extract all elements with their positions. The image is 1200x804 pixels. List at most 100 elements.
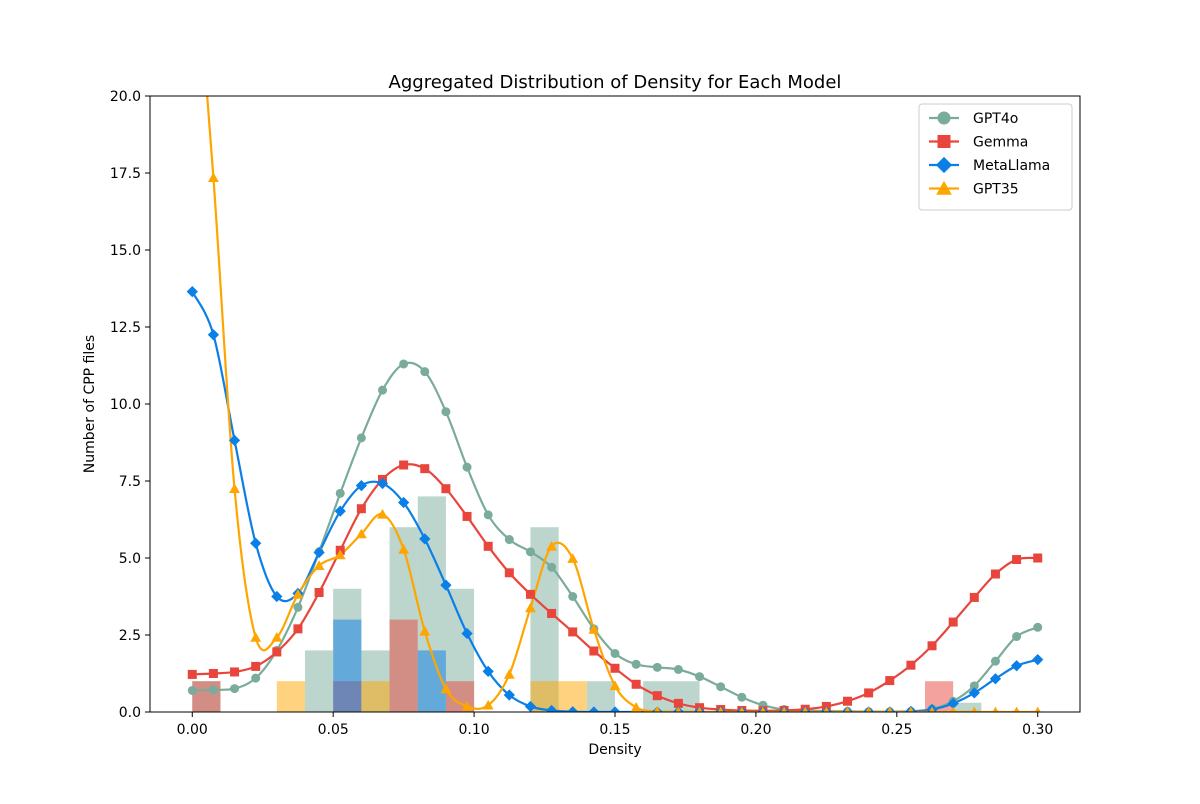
kde-point-gemma	[1012, 555, 1022, 565]
kde-point-gpt35	[334, 549, 346, 560]
kde-point-gemma	[927, 641, 937, 651]
kde-point-gpt35	[482, 699, 494, 710]
kde-point-gemma	[208, 669, 218, 678]
x-tick-label: 0.15	[599, 722, 630, 738]
y-axis-ticks: 0.0 2.5 5.0 7.5 10.0 12.5 15.0 17.5 20.0	[110, 89, 150, 721]
hist-bar-gpt4o	[305, 650, 334, 712]
kde-point-gemma	[462, 511, 472, 521]
kde-point-gpt35	[907, 706, 914, 712]
kde-point-gpt35	[675, 706, 682, 712]
kde-point-gemma	[356, 504, 366, 514]
hist-bar-gpt4o	[953, 702, 982, 712]
kde-point-gpt35	[229, 483, 240, 494]
kde-point-gpt35	[292, 588, 304, 599]
kde-point-gpt35	[419, 625, 431, 636]
x-axis-label: Density	[588, 742, 641, 758]
kde-point-gpt35	[208, 172, 219, 182]
kde-point-gpt4o	[610, 648, 620, 658]
kde-point-gemma	[568, 627, 578, 637]
x-tick-label: 0.20	[740, 722, 771, 738]
x-tick-label: 0.25	[881, 722, 912, 738]
kde-point-gpt35	[802, 706, 809, 712]
y-tick-label: 5.0	[119, 551, 141, 567]
kde-point-gpt4o	[716, 682, 726, 692]
kde-point-gemma	[610, 663, 620, 673]
kde-point-gemma	[885, 676, 895, 686]
kde-point-gpt35	[844, 706, 851, 712]
legend-item-gpt35: GPT35	[929, 180, 1019, 198]
kde-point-metallama	[609, 706, 621, 712]
kde-point-gemma	[187, 669, 197, 679]
kde-point-gpt35	[546, 540, 557, 551]
kde-point-metallama	[440, 579, 452, 591]
kde-point-gpt35	[440, 683, 452, 694]
kde-point-gemma	[399, 460, 409, 470]
kde-point-gpt35	[992, 706, 999, 712]
kde-point-gpt4o	[208, 685, 218, 695]
kde-point-gpt4o	[335, 488, 345, 498]
kde-point-gpt35	[653, 705, 661, 712]
kde-point-metallama	[398, 496, 410, 509]
kde-point-metallama	[419, 533, 431, 545]
kde-point-gpt4o	[695, 672, 705, 682]
kde-point-metallama	[1032, 654, 1044, 666]
kde-point-metallama	[947, 697, 959, 710]
kde-point-metallama	[334, 505, 346, 517]
kde-point-gpt4o	[230, 684, 240, 694]
y-tick-label: 17.5	[110, 166, 141, 182]
y-tick-label: 20.0	[110, 89, 141, 105]
legend: GPT4o Gemma MetaLlama GPT35	[918, 103, 1073, 211]
y-tick-label: 15.0	[110, 243, 141, 259]
kde-point-gpt35	[929, 706, 936, 712]
x-tick-label: 0.00	[177, 722, 208, 738]
kde-point-gemma	[314, 587, 324, 597]
kde-point-gpt35	[377, 508, 388, 519]
kde-point-gpt35	[588, 624, 600, 634]
kde-point-gpt4o	[251, 673, 261, 683]
x-tick-label: 0.30	[1022, 722, 1053, 738]
kde-point-gemma	[251, 661, 261, 671]
kde-line-gpt35	[206, 96, 1038, 712]
kde-point-gpt4o	[525, 547, 535, 557]
kde-point-gemma	[504, 568, 514, 578]
y-tick-label: 12.5	[110, 320, 141, 336]
kde-point-gpt4o	[652, 662, 662, 672]
kde-point-gpt4o	[462, 462, 472, 472]
legend-item-metallama: MetaLlama	[929, 156, 1050, 174]
kde-point-gemma	[441, 484, 451, 494]
kde-point-metallama	[567, 706, 579, 712]
kde-point-gemma	[293, 624, 303, 634]
kde-point-gemma	[864, 688, 874, 698]
kde-point-metallama	[207, 329, 220, 341]
kde-point-gpt4o	[568, 592, 578, 601]
legend-label: MetaLlama	[973, 158, 1050, 174]
kde-point-gemma	[843, 696, 852, 706]
histogram-layer	[192, 496, 982, 712]
kde-point-gpt4o	[990, 656, 1000, 666]
kde-point-gpt4o	[420, 367, 430, 377]
kde-point-gpt35	[950, 706, 957, 712]
kde-point-gpt35	[759, 706, 766, 712]
kde-point-gpt4o	[483, 510, 493, 520]
kde-point-gpt35	[971, 706, 978, 712]
kde-point-metallama	[588, 706, 600, 712]
hist-bar-metallama	[333, 619, 362, 712]
kde-point-gpt35	[461, 701, 473, 711]
kde-point-gemma	[420, 464, 430, 474]
kde-point-metallama	[503, 689, 515, 701]
kde-point-gpt35	[525, 602, 536, 613]
kde-point-metallama	[968, 687, 980, 699]
kde-point-gpt35	[1013, 706, 1020, 712]
kde-point-gpt35	[823, 706, 830, 712]
kde-point-gpt4o	[504, 535, 514, 545]
kde-point-gemma	[272, 647, 282, 657]
legend-label: Gemma	[973, 135, 1028, 151]
kde-point-metallama	[376, 477, 389, 490]
kde-point-metallama	[186, 285, 198, 298]
kde-point-metallama	[313, 546, 325, 559]
kde-point-gpt4o	[293, 602, 303, 612]
hist-bar-gpt35	[361, 681, 390, 712]
kde-point-metallama	[482, 665, 494, 677]
hist-bar-gpt35	[276, 681, 305, 712]
